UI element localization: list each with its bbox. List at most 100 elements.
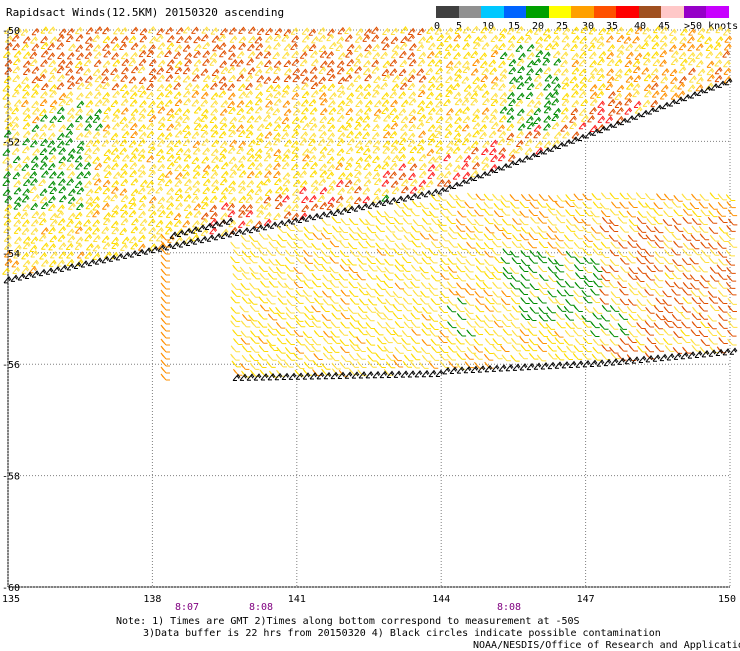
- wind-barb: [412, 289, 422, 297]
- wind-barb: [331, 289, 341, 297]
- wind-barb: [385, 235, 395, 242]
- wind-barb: [635, 275, 645, 282]
- time-label: 8:08: [497, 602, 521, 613]
- wind-barb: [336, 148, 345, 156]
- wind-barb: [538, 321, 549, 329]
- wind-barb: [365, 314, 375, 322]
- wind-barb: [538, 210, 549, 218]
- wind-barb: [715, 50, 723, 59]
- wind-barb: [426, 91, 434, 99]
- wind-barb: [516, 92, 525, 100]
- wind-barb: [146, 108, 155, 116]
- wind-barb: [229, 170, 238, 178]
- wind-barb: [467, 192, 477, 200]
- wind-barb: [383, 273, 394, 281]
- wind-barb: [102, 43, 110, 51]
- wind-barb: [428, 233, 438, 241]
- wind-barb: [682, 288, 692, 296]
- wind-barb: [564, 289, 574, 297]
- wind-barb: [376, 337, 387, 345]
- wind-barb: [555, 216, 566, 224]
- wind-barb: [575, 272, 585, 280]
- wind-barb: [528, 193, 538, 201]
- wind-barb: [76, 146, 85, 154]
- wind-barb: [560, 59, 568, 67]
- wind-barb: [619, 257, 630, 265]
- wind-barb: [316, 372, 325, 380]
- wind-barb: [202, 74, 211, 82]
- wind-barb: [242, 313, 252, 321]
- wind-barb: [332, 208, 341, 216]
- wind-barb: [238, 140, 247, 148]
- wind-barb: [301, 27, 310, 35]
- wind-barb: [353, 122, 362, 130]
- wind-barb: [640, 109, 649, 118]
- wind-barb: [241, 242, 251, 250]
- wind-barb: [454, 124, 463, 132]
- wind-barb: [322, 346, 333, 354]
- wind-barb: [210, 92, 219, 100]
- wind-barb: [454, 116, 462, 124]
- wind-barb: [427, 137, 436, 146]
- wind-barb: [326, 186, 335, 194]
- legend-swatch: [526, 6, 549, 18]
- wind-barb: [138, 49, 147, 58]
- wind-barb: [111, 162, 119, 170]
- wind-barb: [619, 117, 628, 126]
- wind-barb: [457, 243, 467, 250]
- wind-barb: [416, 106, 425, 115]
- wind-barb: [120, 210, 129, 218]
- wind-barb: [213, 232, 222, 241]
- wind-barb: [582, 266, 593, 274]
- wind-barb: [644, 288, 654, 296]
- wind-barb: [526, 99, 535, 107]
- wind-barb: [327, 132, 336, 140]
- wind-barb: [165, 89, 173, 98]
- wind-barb: [119, 116, 128, 124]
- wind-barb: [328, 107, 337, 115]
- wind-barb: [193, 59, 202, 67]
- wind-barb: [85, 196, 94, 204]
- wind-barb: [93, 91, 102, 99]
- wind-barb: [671, 313, 682, 321]
- wind-barb: [22, 171, 31, 179]
- wind-barb: [327, 196, 336, 204]
- wind-barb: [609, 219, 619, 226]
- wind-barb: [353, 196, 362, 204]
- wind-barb: [383, 211, 394, 218]
- wind-barb: [318, 84, 327, 92]
- wind-barb: [39, 188, 48, 196]
- wind-barb: [536, 250, 547, 258]
- wind-barb: [322, 337, 333, 345]
- wind-barb: [301, 76, 310, 84]
- wind-barb: [288, 372, 297, 380]
- wind-barb: [438, 203, 448, 210]
- wind-barb: [727, 312, 737, 320]
- wind-barb: [138, 107, 147, 116]
- wind-barb: [654, 234, 664, 242]
- wind-barb: [600, 314, 610, 322]
- wind-barb: [229, 58, 238, 67]
- wind-barb: [31, 75, 40, 84]
- wind-barb: [178, 240, 187, 248]
- wind-barb: [673, 352, 682, 360]
- wind-barb: [245, 218, 254, 227]
- wind-barb: [245, 82, 253, 90]
- wind-barb: [138, 131, 147, 139]
- wind-barb: [239, 288, 249, 296]
- wind-barb: [160, 282, 170, 290]
- wind-barb: [219, 116, 228, 124]
- wind-barb: [619, 337, 629, 345]
- wind-barb: [290, 140, 299, 148]
- wind-barb: [241, 272, 252, 280]
- wind-barb: [102, 130, 111, 138]
- wind-barb: [520, 259, 531, 266]
- wind-barb: [247, 26, 256, 34]
- wind-barb: [446, 337, 456, 345]
- wind-barb: [340, 346, 350, 353]
- wind-barb: [356, 352, 366, 360]
- wind-barb: [723, 67, 732, 75]
- wind-barb: [128, 115, 137, 124]
- wind-barb: [565, 209, 575, 217]
- wind-barb: [698, 297, 709, 305]
